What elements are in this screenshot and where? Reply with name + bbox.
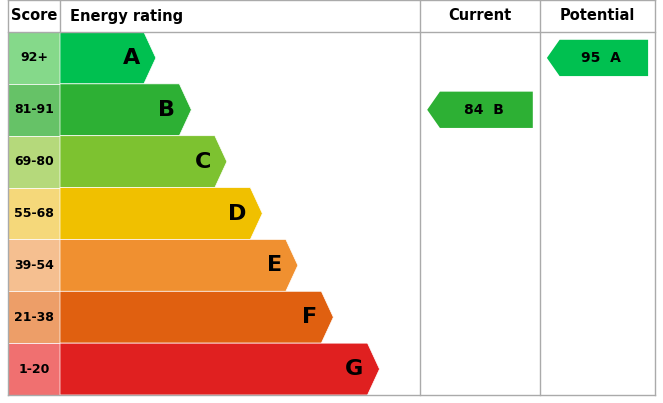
Text: 81-91: 81-91 <box>14 103 54 116</box>
Text: 1-20: 1-20 <box>19 363 50 376</box>
Text: F: F <box>302 307 318 327</box>
Polygon shape <box>427 91 533 128</box>
Text: Energy rating: Energy rating <box>70 8 183 23</box>
Text: 84  B: 84 B <box>464 103 504 117</box>
Polygon shape <box>8 136 60 187</box>
Polygon shape <box>547 40 648 76</box>
Polygon shape <box>8 291 60 343</box>
Polygon shape <box>60 84 192 136</box>
Polygon shape <box>60 32 156 84</box>
Text: 69-80: 69-80 <box>14 155 54 168</box>
Text: 92+: 92+ <box>20 52 48 64</box>
Polygon shape <box>60 239 298 291</box>
Text: 95  A: 95 A <box>581 51 621 65</box>
Text: A: A <box>123 48 140 68</box>
Text: 55-68: 55-68 <box>14 207 54 220</box>
Text: Score: Score <box>11 8 57 23</box>
Text: 21-38: 21-38 <box>14 311 54 324</box>
Text: G: G <box>345 359 363 379</box>
Polygon shape <box>60 136 227 187</box>
Polygon shape <box>60 291 333 343</box>
Polygon shape <box>8 84 60 136</box>
Polygon shape <box>8 187 60 239</box>
Text: B: B <box>158 100 175 120</box>
Text: E: E <box>267 256 282 275</box>
Polygon shape <box>60 187 263 239</box>
Text: Potential: Potential <box>560 8 635 23</box>
Polygon shape <box>8 32 60 84</box>
Text: C: C <box>194 152 211 172</box>
Polygon shape <box>8 239 60 291</box>
Polygon shape <box>8 343 60 395</box>
Polygon shape <box>60 343 379 395</box>
Text: 39-54: 39-54 <box>14 259 54 272</box>
Text: Current: Current <box>448 8 512 23</box>
Text: D: D <box>228 204 247 224</box>
